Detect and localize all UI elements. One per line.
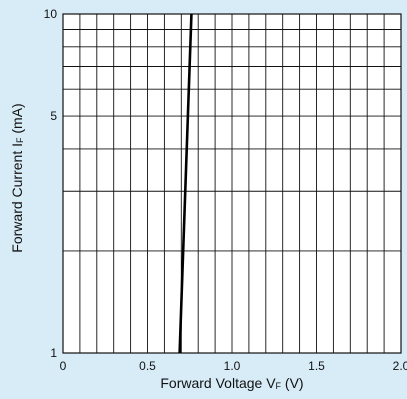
x-axis-label: Forward Voltage VF (V) bbox=[160, 375, 303, 391]
x-tick-label: 1.5 bbox=[308, 359, 325, 373]
series-line bbox=[178, 13, 193, 354]
series-layer bbox=[178, 13, 193, 354]
y-tick-label: 5 bbox=[50, 109, 57, 123]
x-tick-label: 0.5 bbox=[139, 359, 156, 373]
y-tick-label: 10 bbox=[44, 7, 58, 21]
y-tick-label: 1 bbox=[50, 346, 57, 360]
x-tick-label: 0 bbox=[60, 359, 67, 373]
x-tick-label: 1.0 bbox=[224, 359, 241, 373]
plot-frame bbox=[62, 13, 402, 354]
tick-labels: 0 0.5 1.0 1.5 2.0 1 5 10 bbox=[44, 7, 407, 373]
x-tick-label: 2.0 bbox=[393, 359, 407, 373]
y-axis-label: Forward Current IF (mA) bbox=[9, 103, 25, 252]
grid bbox=[63, 14, 401, 353]
